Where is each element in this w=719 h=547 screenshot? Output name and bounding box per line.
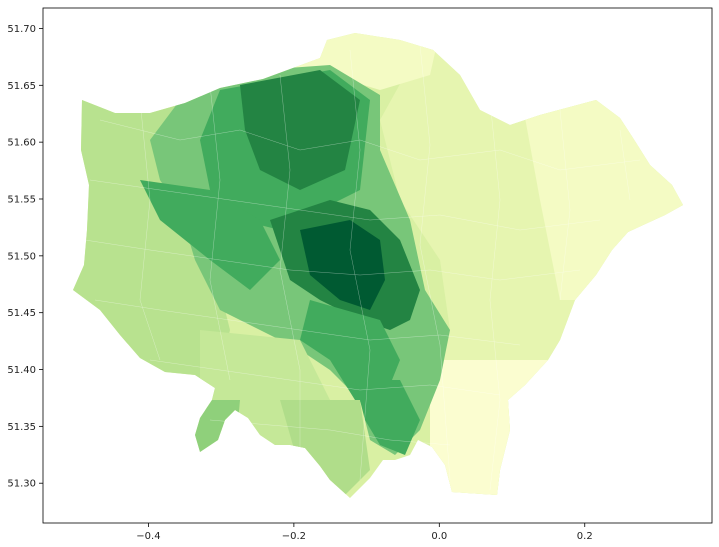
y-tick-label: 51.40 bbox=[7, 365, 36, 376]
west-central-wards bbox=[140, 180, 280, 290]
y-tick-label: 51.50 bbox=[7, 251, 36, 262]
y-tick-label: 51.35 bbox=[7, 422, 36, 433]
south-wards bbox=[280, 400, 370, 498]
x-tick-label: 0.2 bbox=[577, 531, 593, 542]
y-tick-label: 51.65 bbox=[7, 81, 36, 92]
y-tick-label: 51.60 bbox=[7, 138, 36, 149]
ward-boundaries bbox=[84, 44, 641, 491]
south-west-spur-wards bbox=[195, 400, 240, 455]
choropleth-map bbox=[73, 33, 683, 498]
north-green-wards bbox=[240, 70, 360, 190]
axes-frame bbox=[42, 7, 713, 524]
south-green-wards bbox=[355, 380, 420, 455]
y-axis: 51.30 51.35 51.40 51.45 51.50 51.55 51.60 51.65… bbox=[7, 24, 43, 490]
y-tick-label: 51.45 bbox=[7, 308, 36, 319]
y-tick-label: 51.30 bbox=[7, 479, 36, 490]
x-tick-label: −0.4 bbox=[136, 531, 160, 542]
x-tick-label: 0.0 bbox=[431, 531, 447, 542]
y-tick-label: 51.55 bbox=[7, 194, 36, 205]
south-east-wards bbox=[430, 360, 560, 498]
x-axis: −0.4 −0.2 0.0 0.2 bbox=[136, 523, 593, 542]
central-core-wards bbox=[300, 220, 385, 310]
x-tick-label: −0.2 bbox=[282, 531, 306, 542]
y-tick-label: 51.70 bbox=[7, 24, 36, 35]
